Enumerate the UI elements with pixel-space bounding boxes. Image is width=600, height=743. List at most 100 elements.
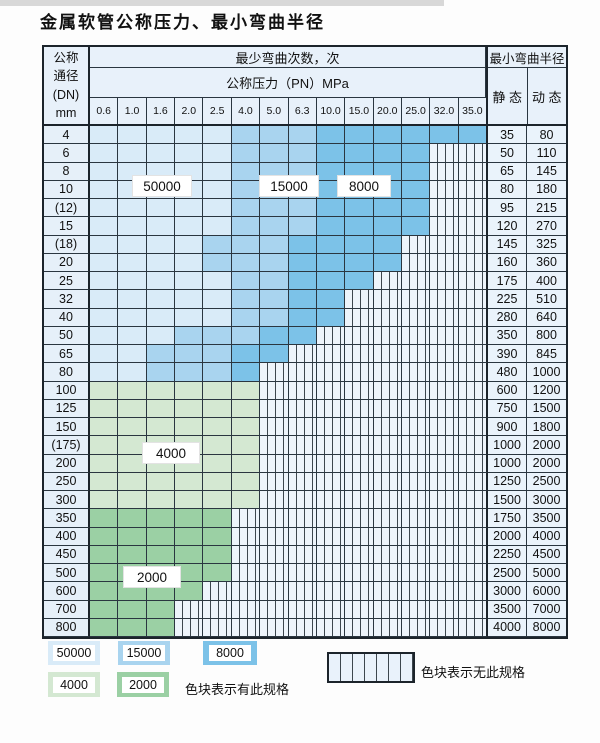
no-spec-cell bbox=[316, 600, 346, 619]
cycle-cell-2000 bbox=[203, 527, 232, 546]
legend-swatch-15000: 15000 bbox=[118, 641, 170, 665]
cycle-cell-50000 bbox=[90, 235, 119, 254]
dynamic-radius-cell: 2000 bbox=[527, 454, 567, 473]
legend-swatch-label: 4000 bbox=[53, 676, 95, 693]
cycle-cell-8000 bbox=[401, 162, 431, 181]
dn-cell: 25 bbox=[44, 272, 90, 291]
cycle-label-8000: 8000 bbox=[338, 176, 390, 196]
no-spec-cell bbox=[458, 326, 489, 345]
no-spec-cell bbox=[345, 290, 374, 309]
static-radius-cell: 480 bbox=[488, 363, 528, 382]
cycle-cell-15000 bbox=[231, 217, 261, 236]
cycle-cell-2000 bbox=[175, 582, 204, 601]
no-spec-cell bbox=[401, 253, 431, 272]
pressure-column-header: 5.0 bbox=[260, 98, 289, 124]
cycle-label-4000: 4000 bbox=[143, 443, 199, 463]
cycle-cell-50000 bbox=[90, 345, 119, 364]
no-spec-cell bbox=[316, 326, 346, 345]
cycle-cell-50000 bbox=[203, 144, 232, 163]
no-spec-cell bbox=[458, 564, 489, 583]
no-spec-cell bbox=[430, 162, 459, 181]
cycle-cell-2000 bbox=[90, 527, 119, 546]
no-spec-cell bbox=[316, 509, 346, 528]
no-spec-cell bbox=[288, 418, 317, 437]
dn-cell: 400 bbox=[44, 527, 90, 546]
no-spec-cell bbox=[316, 564, 346, 583]
cycle-cell-2000 bbox=[90, 545, 119, 564]
cycle-cell-8000 bbox=[288, 272, 317, 291]
cycle-cell-8000 bbox=[316, 272, 346, 291]
cycle-label-50000: 50000 bbox=[133, 176, 191, 196]
table-row: 500 2500 5000 bbox=[44, 564, 567, 583]
dn-cell: 40 bbox=[44, 308, 90, 327]
cycle-cell-4000 bbox=[203, 381, 232, 400]
cycle-cell-2000 bbox=[90, 618, 119, 637]
pressure-column-header: 2.5 bbox=[203, 98, 232, 124]
no-spec-cell bbox=[231, 582, 261, 601]
cycle-cell-8000 bbox=[401, 199, 431, 218]
cycle-cell-8000 bbox=[260, 326, 289, 345]
cycle-cell-15000 bbox=[175, 326, 204, 345]
cycle-cell-15000 bbox=[203, 253, 232, 272]
cycle-cell-50000 bbox=[146, 217, 176, 236]
no-spec-cell bbox=[288, 491, 317, 510]
cycle-cell-4000 bbox=[175, 472, 204, 491]
cycle-cell-50000 bbox=[203, 162, 232, 181]
cycle-cell-15000 bbox=[175, 363, 204, 382]
cycle-cell-2000 bbox=[118, 527, 147, 546]
cycle-cell-2000 bbox=[118, 618, 147, 637]
cycle-cell-8000 bbox=[373, 144, 402, 163]
bend-cycles-header: 最少弯曲次数，次 bbox=[90, 47, 486, 68]
no-spec-cell bbox=[401, 454, 431, 473]
no-spec-cell bbox=[401, 272, 431, 291]
no-spec-cell bbox=[373, 399, 402, 418]
cycle-cell-50000 bbox=[203, 180, 232, 199]
no-spec-cell bbox=[430, 326, 459, 345]
pressure-header: 公称压力（PN）MPa bbox=[90, 68, 486, 98]
no-spec-cell bbox=[345, 381, 374, 400]
cycle-cell-4000 bbox=[90, 381, 119, 400]
table-row: 4 35 80 bbox=[44, 126, 567, 145]
table-row: 150 900 1800 bbox=[44, 418, 567, 437]
no-spec-cell bbox=[288, 436, 317, 455]
no-spec-cell bbox=[345, 545, 374, 564]
no-spec-cell bbox=[458, 545, 489, 564]
cycle-cell-8000 bbox=[288, 235, 317, 254]
cycle-cell-15000 bbox=[146, 363, 176, 382]
cycle-cell-50000 bbox=[146, 235, 176, 254]
table-row: 350 1750 3500 bbox=[44, 509, 567, 528]
cycle-cell-50000 bbox=[146, 126, 176, 145]
cycle-cell-4000 bbox=[231, 436, 261, 455]
cycle-cell-50000 bbox=[90, 199, 119, 218]
cycle-cell-15000 bbox=[231, 126, 261, 145]
dynamic-radius-cell: 8000 bbox=[527, 618, 567, 637]
cycle-cell-4000 bbox=[175, 418, 204, 437]
no-spec-cell bbox=[345, 454, 374, 473]
dynamic-radius-cell: 640 bbox=[527, 308, 567, 327]
no-spec-cell bbox=[288, 582, 317, 601]
cycle-cell-50000 bbox=[146, 326, 176, 345]
no-spec-cell bbox=[373, 436, 402, 455]
no-spec-cell bbox=[345, 509, 374, 528]
cycle-cell-2000 bbox=[146, 618, 176, 637]
cycle-cell-50000 bbox=[175, 235, 204, 254]
no-spec-cell bbox=[203, 582, 232, 601]
dn-header-line: 公称 bbox=[53, 51, 79, 66]
cycle-cell-8000 bbox=[288, 326, 317, 345]
cycle-cell-50000 bbox=[175, 144, 204, 163]
no-spec-cell bbox=[458, 381, 489, 400]
no-spec-cell bbox=[401, 399, 431, 418]
cycle-cell-50000 bbox=[175, 217, 204, 236]
dn-header-cell: 公称 通径 (DN) mm bbox=[44, 47, 90, 124]
cycle-cell-15000 bbox=[260, 144, 289, 163]
no-spec-cell bbox=[430, 564, 459, 583]
no-spec-cell bbox=[458, 363, 489, 382]
no-spec-cell bbox=[260, 509, 289, 528]
cycle-cell-8000 bbox=[373, 126, 402, 145]
dn-cell: 100 bbox=[44, 381, 90, 400]
cycle-cell-4000 bbox=[146, 399, 176, 418]
dn-cell: 600 bbox=[44, 582, 90, 601]
static-radius-cell: 3500 bbox=[488, 600, 528, 619]
cycle-cell-4000 bbox=[231, 454, 261, 473]
pressure-column-header: 32.0 bbox=[430, 98, 459, 124]
